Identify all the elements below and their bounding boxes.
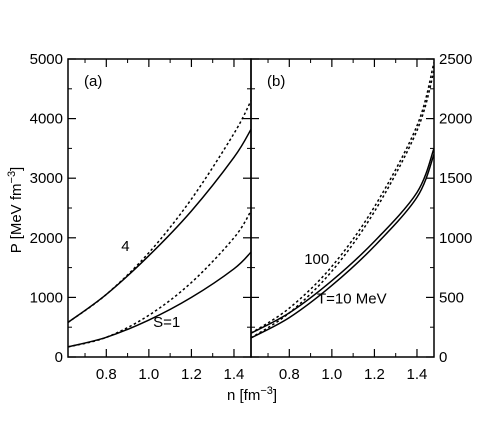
panel-a-y-tick-label: 5000 xyxy=(30,51,63,68)
panel-a-label: (a) xyxy=(84,73,102,90)
panel-a-x-tick-label: 1.2 xyxy=(181,366,202,383)
panel-b-x-tick-label: 1.4 xyxy=(407,366,428,383)
panel-b-annotation-0: 100 xyxy=(304,251,329,268)
panel-b-y-tick-label: 2000 xyxy=(439,111,472,128)
panel-a-y-tick-label: 2000 xyxy=(30,230,63,247)
panel-a-y-tick-label: 4000 xyxy=(30,111,63,128)
panel-a-series-dotted-3 xyxy=(68,210,251,348)
panel-a-x-tick-label: 1.0 xyxy=(138,366,159,383)
panel-b: 0.8 1.0 1.2 1.4 0 500 1000 1500 2000 2500 (b) 100 T=… xyxy=(250,51,472,383)
panel-b-series-dotted-2 xyxy=(251,70,434,339)
panel-a-series-solid-2 xyxy=(68,251,251,348)
panel-b-x-tick-label: 1.0 xyxy=(321,366,342,383)
panel-b-y-tick-label: 0 xyxy=(439,349,447,366)
panel-a-series-dotted-1 xyxy=(68,100,251,324)
panel-a-y-tick-label: 1000 xyxy=(30,289,63,306)
panel-a-y-tick-label: 0 xyxy=(55,349,63,366)
panel-b-x-tick-label: 0.8 xyxy=(279,366,300,383)
x-axis-title-sup: −3 xyxy=(260,385,273,397)
panel-b-series-dotted-3 xyxy=(251,62,434,334)
panel-a-annotation-1: S=1 xyxy=(153,314,180,331)
panel-b-y-tick-label: 500 xyxy=(439,289,464,306)
panel-a: 0.8 1.0 1.2 1.4 0 1000 2000 3000 4000 5000 (a) 4 S=1 xyxy=(30,51,252,383)
panel-a-frame xyxy=(67,58,252,358)
panel-b-y-tick-label: 1500 xyxy=(439,170,472,187)
y-axis-title-close: ] xyxy=(8,167,25,171)
panel-b-frame xyxy=(250,58,435,358)
panel-b-annotation-1: T=10 MeV xyxy=(317,290,387,307)
x-axis-title: n [fm−3] xyxy=(227,385,277,404)
y-axis-title-main: P [MeV fm xyxy=(8,183,25,253)
panel-b-series-solid-1 xyxy=(251,148,434,334)
panel-a-x-tick-label: 0.8 xyxy=(96,366,117,383)
panel-a-annotation-0: 4 xyxy=(121,238,129,255)
x-axis-title-main: n [fm xyxy=(227,387,260,404)
panel-b-x-tick-label: 1.2 xyxy=(364,366,385,383)
y-axis-title-sup: −3 xyxy=(6,171,18,184)
panel-b-series-solid-0 xyxy=(251,154,434,339)
panel-b-y-tick-label: 1000 xyxy=(439,230,472,247)
x-axis-title-close: ] xyxy=(273,387,277,404)
panel-a-series-solid-0 xyxy=(68,128,251,324)
panel-a-y-tick-label: 3000 xyxy=(30,170,63,187)
panel-a-x-tick-label: 1.4 xyxy=(224,366,245,383)
panel-b-y-tick-label: 2500 xyxy=(439,51,472,68)
panel-b-label: (b) xyxy=(267,73,285,90)
y-axis-title: P [MeV fm−3] xyxy=(6,167,25,253)
